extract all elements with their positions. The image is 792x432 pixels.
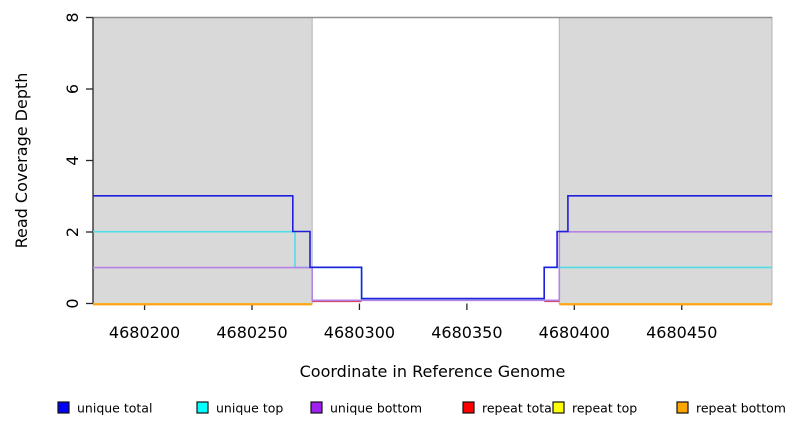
y-tick-label: 0 bbox=[63, 298, 82, 308]
legend-item-unique-bottom: unique bottom bbox=[310, 401, 422, 416]
legend-swatch bbox=[676, 401, 689, 414]
legend-label: unique total bbox=[77, 401, 152, 416]
legend-label: repeat top bbox=[572, 401, 637, 416]
y-tick-label: 8 bbox=[63, 12, 82, 22]
x-axis-label: Coordinate in Reference Genome bbox=[300, 362, 566, 381]
legend-label: unique bottom bbox=[330, 401, 422, 416]
legend-label: unique top bbox=[216, 401, 283, 416]
x-tick-label: 4680200 bbox=[109, 323, 180, 342]
x-tick-label: 4680450 bbox=[646, 323, 717, 342]
legend-label: repeat bottom bbox=[696, 401, 786, 416]
legend-swatch bbox=[462, 401, 475, 414]
x-tick-label: 4680350 bbox=[431, 323, 502, 342]
legend-swatch bbox=[552, 401, 565, 414]
legend-label: repeat total bbox=[482, 401, 555, 416]
legend-item-repeat-total: repeat total bbox=[462, 401, 555, 416]
y-tick-label: 2 bbox=[63, 227, 82, 237]
legend-swatch bbox=[57, 401, 70, 414]
legend-swatch bbox=[196, 401, 209, 414]
y-tick-label: 4 bbox=[63, 155, 82, 165]
shaded-repeat-region bbox=[558, 17, 773, 304]
shaded-repeat-region bbox=[92, 17, 313, 304]
y-axis-label: Read Coverage Depth bbox=[12, 73, 31, 249]
x-tick-label: 4680250 bbox=[216, 323, 287, 342]
legend-swatch bbox=[310, 401, 323, 414]
x-tick-label: 4680400 bbox=[539, 323, 610, 342]
legend-item-repeat-bottom: repeat bottom bbox=[676, 401, 786, 416]
legend-item-unique-top: unique top bbox=[196, 401, 283, 416]
legend-item-unique-total: unique total bbox=[57, 401, 152, 416]
series-line-unique-total bbox=[93, 195, 772, 300]
legend-item-repeat-top: repeat top bbox=[552, 401, 637, 416]
y-tick-label: 6 bbox=[63, 84, 82, 94]
series-line-unique-bottom bbox=[93, 231, 772, 302]
x-tick-label: 4680300 bbox=[324, 323, 395, 342]
